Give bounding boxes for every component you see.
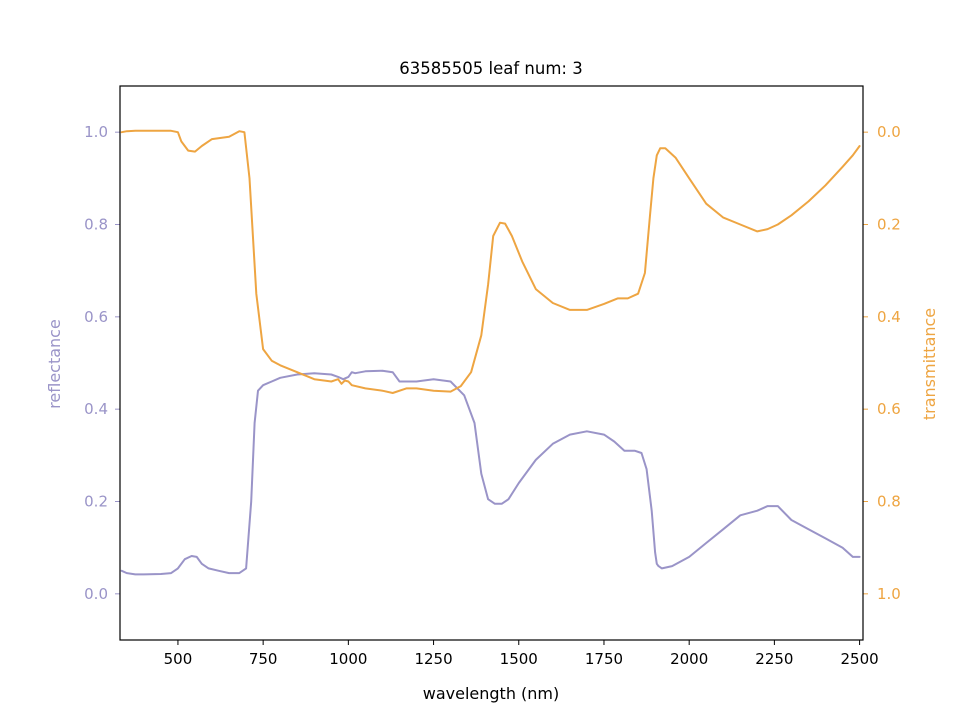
- left-y-axis-label: reflectance: [45, 319, 64, 409]
- plot-frame: [119, 85, 864, 641]
- x-axis-label: wavelength (nm): [423, 684, 560, 703]
- chart-title: 63585505 leaf num: 3: [399, 59, 582, 78]
- x-tick-label: 2000: [670, 650, 708, 668]
- x-tick-label: 1750: [585, 650, 623, 668]
- x-tick-label: 1500: [500, 650, 538, 668]
- x-tick-label: 500: [164, 650, 193, 668]
- x-tick-label: 2250: [755, 650, 793, 668]
- left-y-tick-label: 0.6: [84, 308, 108, 326]
- axis-layer: 500 750 1000 1250 1500 1750 2000 2250 2500 0.0 0.2…: [84, 123, 901, 668]
- left-y-tick-label: 0.4: [84, 400, 108, 418]
- series-layer: [120, 129, 861, 576]
- right-y-tick-label: 0.0: [877, 123, 901, 141]
- x-tick-label: 1250: [414, 650, 452, 668]
- left-y-tick-label: 0.2: [84, 493, 108, 511]
- right-y-tick-label: 0.2: [877, 216, 901, 234]
- x-tick-label: 2500: [840, 650, 878, 668]
- left-y-tick-label: 0.8: [84, 216, 108, 234]
- x-tick-label: 750: [249, 650, 278, 668]
- transmittance-line: [120, 129, 861, 394]
- x-tick-label: 1000: [329, 650, 367, 668]
- right-y-axis-label: transmittance: [920, 308, 939, 420]
- left-y-tick-label: 0.0: [84, 585, 108, 603]
- left-y-tick-label: 1.0: [84, 123, 108, 141]
- right-y-tick-label: 0.4: [877, 308, 901, 326]
- right-y-tick-label: 0.8: [877, 493, 901, 511]
- right-y-tick-label: 1.0: [877, 585, 901, 603]
- right-y-tick-label: 0.6: [877, 400, 901, 418]
